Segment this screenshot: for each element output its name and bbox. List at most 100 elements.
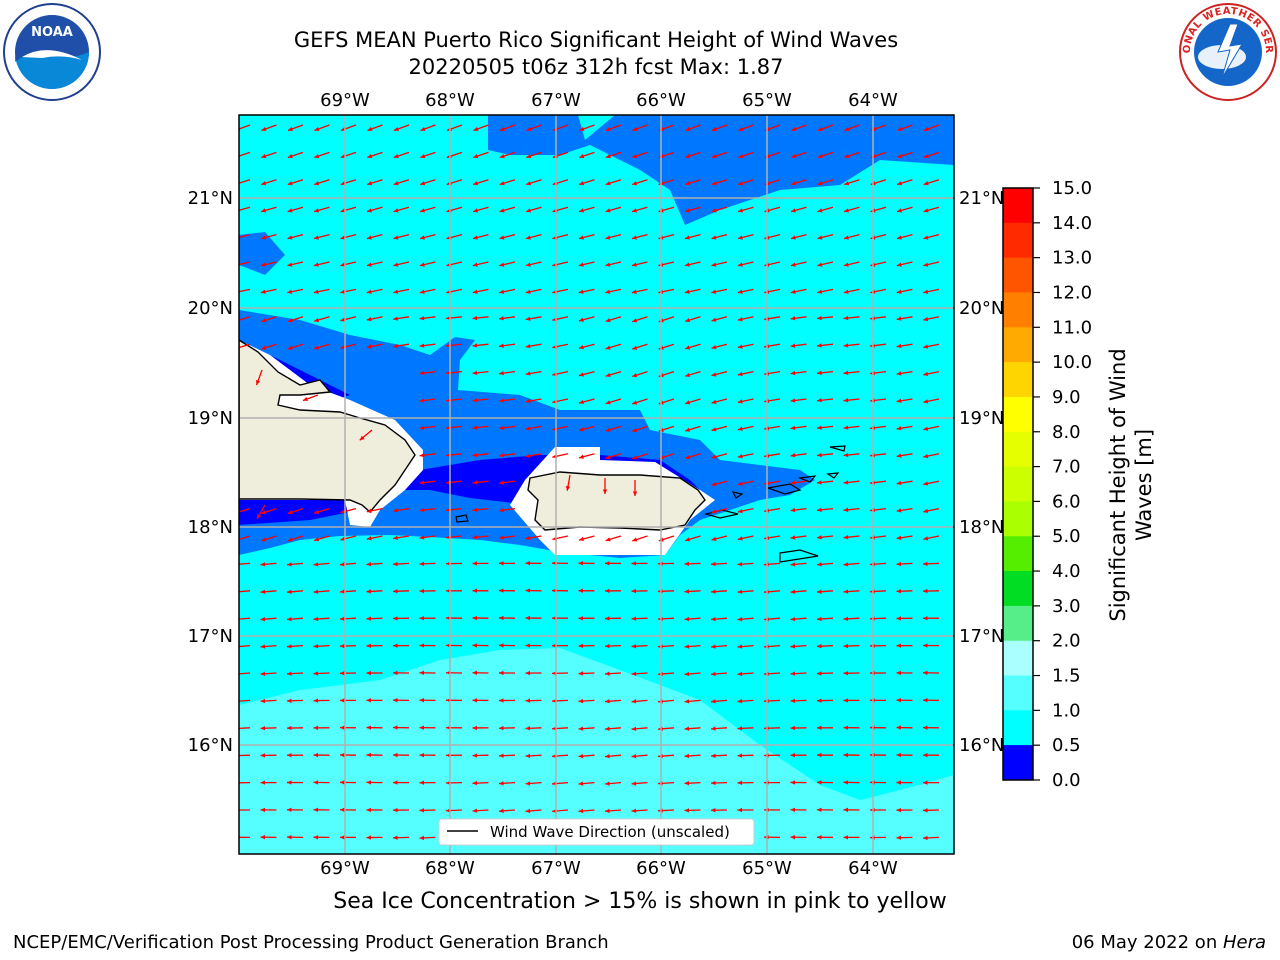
wave-arrow bbox=[923, 124, 940, 132]
wave-arrow bbox=[684, 671, 701, 677]
wave-arrow bbox=[817, 288, 834, 294]
wave-arrow bbox=[578, 261, 595, 267]
wave-arrow bbox=[922, 698, 940, 703]
colorbar-segment bbox=[1003, 675, 1033, 711]
wave-arrow bbox=[366, 233, 383, 240]
wave-arrow bbox=[923, 316, 940, 322]
colorbar-segment bbox=[1003, 396, 1033, 433]
wave-arrow bbox=[711, 398, 728, 405]
wave-arrow bbox=[419, 752, 436, 758]
wave-arrow bbox=[737, 699, 754, 704]
wave-arrow bbox=[816, 725, 834, 731]
map-frame bbox=[238, 114, 955, 855]
wave-arrow bbox=[472, 643, 489, 648]
wave-arrow bbox=[631, 726, 648, 731]
wave-arrow bbox=[737, 589, 754, 594]
wave-arrow bbox=[239, 809, 251, 811]
colorbar-segment bbox=[1003, 188, 1033, 224]
noaa-logo: NOAA bbox=[3, 3, 101, 101]
wave-arrow bbox=[632, 425, 648, 432]
wave-arrow bbox=[896, 589, 913, 594]
colorbar-segment bbox=[1003, 501, 1033, 537]
wave-arrow bbox=[790, 480, 807, 485]
wave-arrow bbox=[578, 561, 595, 566]
wave-arrow bbox=[286, 807, 304, 812]
wave-arrow bbox=[843, 835, 860, 840]
wave-arrow bbox=[419, 835, 436, 841]
wave-arrow bbox=[896, 507, 913, 513]
wave-arrow bbox=[897, 151, 913, 159]
wave-arrow bbox=[896, 835, 913, 840]
colorbar-tick-label: 4.0 bbox=[1052, 561, 1081, 582]
wave-arrow bbox=[605, 124, 622, 132]
wave-arrow bbox=[392, 643, 410, 648]
wave-arrow bbox=[419, 206, 436, 213]
wave-arrow bbox=[499, 206, 516, 213]
colorbar-segment bbox=[1003, 466, 1033, 502]
wave-arrow bbox=[239, 836, 251, 839]
wave-arrow bbox=[711, 535, 728, 542]
wave-arrow bbox=[339, 780, 357, 785]
wave-arrow bbox=[366, 562, 383, 567]
wave-arrow bbox=[239, 699, 251, 702]
wave-arrow bbox=[393, 151, 410, 159]
lat-label-right: 20°N bbox=[959, 298, 1004, 319]
wave-arrow bbox=[472, 535, 489, 540]
wave-arrow bbox=[287, 589, 304, 594]
wave-arrow bbox=[737, 562, 754, 567]
wave-arrow bbox=[578, 588, 595, 593]
wave-arrow bbox=[366, 288, 383, 294]
colorbar-tick-label: 6.0 bbox=[1052, 491, 1081, 512]
wave-arrow bbox=[525, 588, 542, 593]
wave-arrow bbox=[472, 780, 489, 786]
colorbar-tick-label: 0.0 bbox=[1052, 770, 1081, 791]
colorbar-segment bbox=[1003, 745, 1033, 780]
wave-arrow bbox=[711, 370, 728, 377]
wave-arrow bbox=[366, 343, 383, 349]
wave-arrow bbox=[472, 808, 489, 813]
wave-arrow bbox=[605, 151, 622, 159]
wave-arrow bbox=[419, 370, 436, 376]
wave-arrow bbox=[419, 616, 436, 621]
wave-arrow bbox=[710, 726, 728, 731]
wave-arrow bbox=[896, 643, 913, 648]
wave-arrow bbox=[923, 535, 940, 541]
wave-arrow bbox=[340, 316, 357, 322]
wave-arrow bbox=[790, 507, 807, 513]
wave-arrow bbox=[392, 807, 410, 813]
wave-arrow bbox=[260, 726, 277, 731]
wave-arrow bbox=[473, 151, 489, 159]
wave-arrow bbox=[359, 429, 373, 441]
wave-arrow bbox=[632, 480, 638, 496]
wave-arrow bbox=[498, 725, 516, 731]
wave-arrow bbox=[525, 233, 542, 240]
wave-arrow bbox=[578, 206, 595, 213]
wave-arrow bbox=[605, 233, 622, 240]
wave-arrow bbox=[605, 425, 622, 432]
wave-arrow bbox=[843, 343, 860, 348]
wave-arrow bbox=[313, 644, 330, 649]
wave-arrow bbox=[684, 316, 701, 323]
wave-arrow bbox=[239, 644, 251, 648]
wave-arrow bbox=[684, 370, 701, 377]
wave-arrow bbox=[313, 807, 330, 812]
wave-arrow bbox=[737, 261, 754, 267]
wave-arrow bbox=[896, 233, 913, 240]
wave-arrow bbox=[817, 370, 834, 376]
wave-arrow bbox=[922, 561, 940, 567]
wave-arrow bbox=[498, 588, 516, 593]
wave-arrow bbox=[499, 535, 516, 540]
wave-arrow bbox=[843, 288, 860, 294]
wave-arrow bbox=[472, 233, 489, 240]
colorbar-tick-label: 14.0 bbox=[1052, 213, 1092, 234]
wave-arrow bbox=[632, 316, 648, 323]
wave-arrow bbox=[366, 316, 383, 322]
wave-arrow bbox=[737, 425, 754, 431]
colorbar-segment bbox=[1003, 327, 1033, 363]
wave-arrow bbox=[260, 780, 277, 785]
wave-arrow bbox=[525, 643, 542, 648]
wave-arrow bbox=[632, 370, 648, 378]
wave-arrow bbox=[499, 261, 516, 267]
wave-arrow bbox=[923, 206, 940, 213]
wave-arrow bbox=[419, 780, 436, 785]
